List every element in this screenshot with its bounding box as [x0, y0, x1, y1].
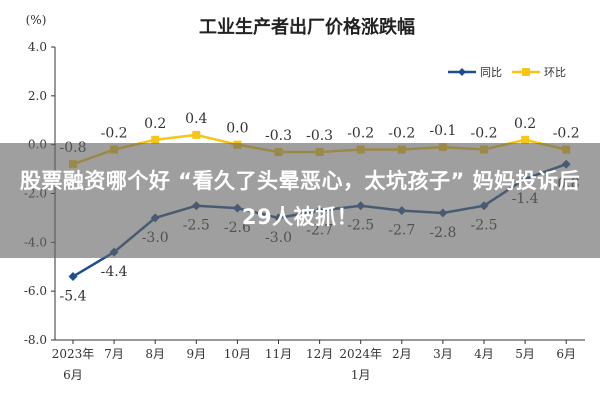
x-tick-label: 9月 — [186, 347, 206, 361]
x-tick-label: 5月 — [515, 347, 535, 361]
x-axis: 2023年 6月 7月 8月 9月 10月 11月 12月 2024年 1月 2月 3月 4月 5月 6月 — [52, 339, 585, 382]
legend: 同比 环比 — [448, 66, 566, 79]
data-label-mom: 0.0 — [226, 121, 248, 137]
data-label-mom: 0.4 — [185, 111, 207, 127]
x-tick-label: 11月 — [265, 347, 292, 361]
legend-label: 同比 — [480, 66, 502, 79]
data-label-mom: -0.2 — [101, 126, 128, 142]
x-tick-label: 2024年 — [339, 347, 382, 361]
x-tick-label: 7月 — [104, 347, 124, 361]
x-tick-label: 2月 — [392, 347, 412, 361]
data-label-mom: 0.2 — [514, 116, 536, 132]
legend-marker-mom — [522, 68, 530, 76]
x-tick-label: 12月 — [306, 347, 333, 361]
data-point-mom — [192, 130, 201, 139]
data-label-mom: -0.2 — [347, 126, 374, 142]
x-tick-label: 10月 — [224, 347, 251, 361]
data-label-mom: -0.1 — [429, 123, 456, 139]
x-tick-label: 2023年 — [52, 347, 95, 361]
data-point-mom — [151, 135, 160, 144]
y-tick-label: -8.0 — [24, 333, 47, 347]
data-label-mom: -0.3 — [306, 128, 333, 144]
data-label-mom: -0.2 — [471, 126, 498, 142]
x-tick-label: 6月 — [556, 347, 576, 361]
data-label-mom: -0.2 — [388, 126, 415, 142]
x-tick-label: 4月 — [474, 347, 494, 361]
y-tick-label: -6.0 — [24, 284, 47, 298]
data-label-mom: -0.2 — [553, 126, 580, 142]
x-tick-label: 8月 — [145, 347, 165, 361]
legend-label: 环比 — [544, 66, 566, 79]
x-tick-label-line2: 1月 — [351, 368, 371, 382]
x-tick-label-line2: 6月 — [63, 368, 83, 382]
y-axis-unit: (%) — [26, 13, 47, 27]
x-tick-label: 3月 — [433, 347, 453, 361]
chart-title: 工业生产者出厂价格涨跌幅 — [199, 16, 415, 38]
overlay-headline: 股票融资哪个好 “看久了头晕恶心，太坑孩子” 妈妈投诉后29人被抓！ — [19, 169, 581, 229]
data-point-yoy — [68, 272, 78, 282]
data-point-mom — [521, 135, 530, 144]
legend-marker-yoy — [458, 68, 466, 76]
y-tick-label: 4.0 — [28, 40, 47, 54]
overlay-banner — [0, 143, 600, 258]
data-label-yoy: -5.4 — [60, 289, 87, 305]
data-label-yoy: -4.4 — [101, 264, 128, 280]
data-label-mom: -0.3 — [265, 128, 292, 144]
data-label-mom: 0.2 — [144, 116, 166, 132]
y-tick-label: 2.0 — [28, 89, 47, 103]
